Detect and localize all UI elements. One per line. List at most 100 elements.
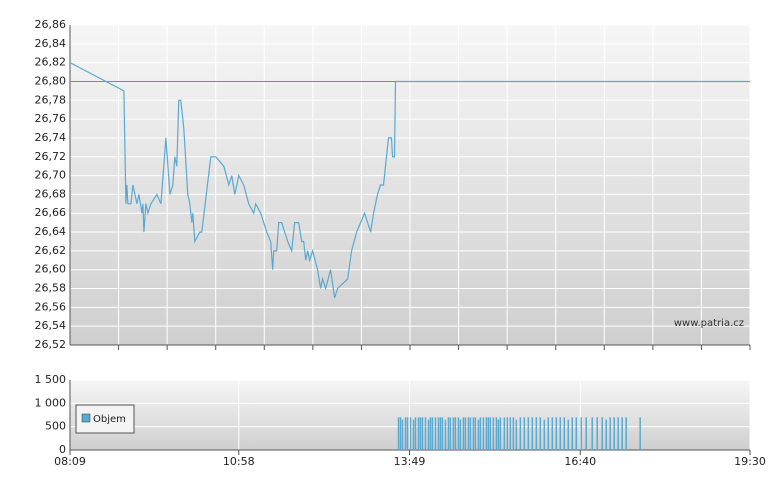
x-tick-label: 08:09 <box>54 455 86 468</box>
volume-bar <box>417 417 420 450</box>
volume-bar <box>444 419 447 450</box>
y-tick-label: 26,64 <box>35 225 67 238</box>
watermark: www.patria.cz <box>674 318 744 329</box>
volume-bar <box>404 417 407 450</box>
volume-bar <box>412 419 415 450</box>
volume-bar <box>399 417 402 450</box>
y-tick-label: 26,60 <box>35 263 67 276</box>
y-tick-label: 1 000 <box>35 396 67 409</box>
volume-bar <box>429 417 432 450</box>
y-tick-label: 26,56 <box>35 300 67 313</box>
volume-bar <box>489 417 492 450</box>
y-tick-label: 26,78 <box>35 93 67 106</box>
volume-bar <box>457 417 460 450</box>
volume-bar <box>585 417 587 450</box>
y-tick-label: 26,62 <box>35 244 67 257</box>
y-tick-label: 0 <box>59 443 66 456</box>
volume-bar <box>459 419 462 450</box>
y-tick-label: 26,68 <box>35 187 67 200</box>
y-tick-label: 26,52 <box>35 338 67 351</box>
volume-bar <box>539 417 542 450</box>
volume-bar <box>464 417 467 450</box>
volume-bar <box>487 417 490 450</box>
y-tick-label: 26,58 <box>35 282 67 295</box>
volume-bar <box>406 417 409 450</box>
volume-bar <box>495 417 498 450</box>
volume-bar <box>469 417 472 450</box>
volume-bar <box>414 417 417 450</box>
price-line <box>69 62 750 299</box>
volume-bar <box>596 417 598 450</box>
volume-bar <box>535 417 538 450</box>
y-tick-label: 26,66 <box>35 206 67 219</box>
volume-bar <box>515 419 518 450</box>
volume-bar <box>605 419 607 450</box>
volume-bar <box>472 417 475 450</box>
volume-bar <box>503 417 506 450</box>
volume-bar <box>625 417 627 450</box>
y-tick-label: 26,84 <box>35 37 67 50</box>
volume-bar <box>551 417 554 450</box>
volume-bar <box>467 417 470 450</box>
volume-bar <box>477 419 480 450</box>
volume-bar <box>474 417 477 450</box>
volume-bar <box>621 417 623 450</box>
y-tick-label: 1 500 <box>35 373 67 386</box>
volume-bar <box>419 417 422 450</box>
y-tick-label: 26,54 <box>35 319 67 332</box>
volume-bar <box>555 417 558 450</box>
volume-bar <box>497 419 500 450</box>
volume-bar <box>571 417 574 450</box>
volume-bar <box>617 417 619 450</box>
volume-bar <box>454 417 457 450</box>
volume-bar <box>431 417 434 450</box>
volume-bar <box>492 417 495 450</box>
volume-bar <box>434 417 437 450</box>
volume-bar <box>482 417 485 450</box>
volume-bar <box>401 419 404 450</box>
volume-bar <box>523 417 526 450</box>
x-tick-label: 10:58 <box>223 455 255 468</box>
volume-bar <box>479 417 482 450</box>
volume-bar <box>424 417 427 450</box>
volume-bar <box>609 417 611 450</box>
volume-bar <box>639 417 641 450</box>
y-tick-label: 26,70 <box>35 169 67 182</box>
y-tick-label: 26,86 <box>35 18 67 31</box>
volume-bar <box>559 417 562 450</box>
y-tick-label: 26,80 <box>35 74 67 87</box>
volume-bar <box>449 417 452 450</box>
volume-bar <box>509 417 512 450</box>
volume-bar <box>439 417 442 450</box>
volume-bar <box>547 417 550 450</box>
volume-bar <box>447 417 450 450</box>
volume-bar <box>512 417 515 450</box>
volume-bar <box>397 417 400 450</box>
x-tick-label: 13:49 <box>394 455 426 468</box>
volume-bar <box>409 417 412 450</box>
volume-bar <box>519 417 522 450</box>
volume-bar <box>531 417 534 450</box>
volume-bar <box>543 419 546 450</box>
y-tick-label: 26,74 <box>35 131 67 144</box>
volume-bar <box>452 417 455 450</box>
volume-bar <box>441 417 444 450</box>
volume-bar <box>591 417 593 450</box>
volume-bar <box>563 417 566 450</box>
volume-bar <box>506 417 509 450</box>
legend-label: Objem <box>93 414 126 425</box>
volume-bar <box>499 417 502 450</box>
x-tick-label: 19:30 <box>734 455 766 468</box>
y-tick-label: 26,72 <box>35 150 67 163</box>
y-tick-label: 500 <box>45 420 66 433</box>
volume-bar <box>527 417 530 450</box>
legend-swatch <box>81 413 91 423</box>
volume-bar <box>437 417 440 450</box>
x-tick-label: 16:40 <box>564 455 596 468</box>
y-tick-label: 26,82 <box>35 56 67 69</box>
volume-bar <box>421 417 424 450</box>
volume-bar <box>427 419 430 450</box>
volume-bar <box>567 419 570 450</box>
